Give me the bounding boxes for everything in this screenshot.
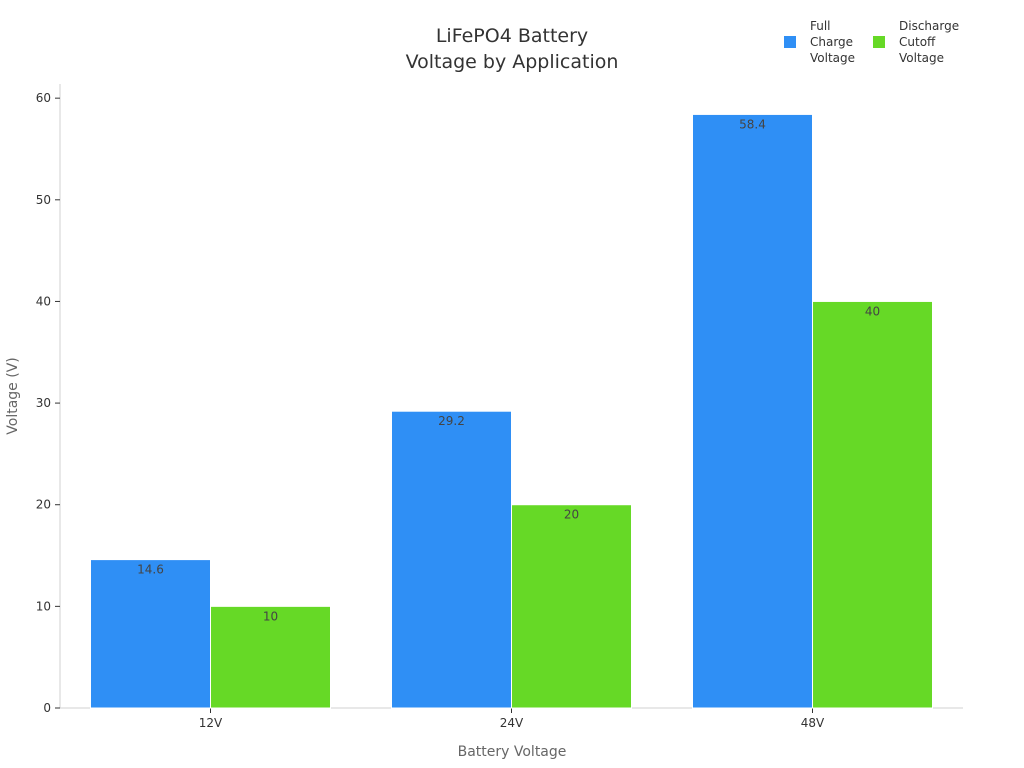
y-axis-title: Voltage (V)	[5, 357, 21, 434]
y-tick-label: 60	[36, 91, 51, 105]
legend-swatch	[784, 36, 796, 48]
chart-title-line-2: Voltage by Application	[406, 51, 619, 73]
legend-item: Full Charge Voltage	[784, 19, 855, 65]
legend-label: Discharge	[899, 19, 959, 33]
legend-swatch	[873, 36, 885, 48]
bar	[511, 504, 632, 709]
x-axis: 12V 24V 48V	[60, 707, 963, 730]
y-tick-label: 10	[36, 599, 51, 613]
bar	[692, 113, 813, 709]
legend-label: Full	[810, 19, 831, 33]
bar	[391, 410, 512, 709]
x-tick-label: 48V	[801, 716, 825, 730]
x-tick-label: 24V	[500, 716, 524, 730]
legend: Full Charge Voltage Discharge Cutoff Voltage	[784, 19, 959, 65]
y-tick-label: 40	[36, 294, 51, 308]
y-axis: 0 10 20 30 40 50 60	[36, 84, 61, 715]
bars	[90, 113, 933, 709]
legend-label: Voltage	[810, 51, 855, 65]
y-tick-label: 30	[36, 396, 51, 410]
y-tick-label: 20	[36, 498, 51, 512]
bar	[210, 605, 331, 709]
data-label: 20	[564, 508, 579, 522]
bar	[90, 559, 211, 709]
x-axis-title: Battery Voltage	[458, 744, 567, 760]
data-labels: 14.6 10 29.2 20 58.4 40	[137, 117, 880, 623]
y-tick-label: 50	[36, 193, 51, 207]
chart-title: LiFePO4 Battery Voltage by Application	[406, 25, 619, 73]
data-label: 40	[865, 304, 880, 318]
data-label: 58.4	[739, 117, 766, 131]
legend-label: Charge	[810, 35, 853, 49]
legend-label: Voltage	[899, 51, 944, 65]
bar	[812, 300, 933, 709]
data-label: 10	[263, 609, 278, 623]
legend-label: Cutoff	[899, 35, 936, 49]
x-tick-label: 12V	[199, 716, 223, 730]
y-tick-label: 0	[43, 701, 51, 715]
chart-title-line-1: LiFePO4 Battery	[436, 25, 588, 47]
data-label: 29.2	[438, 414, 465, 428]
data-label: 14.6	[137, 563, 164, 577]
legend-item: Discharge Cutoff Voltage	[873, 19, 959, 65]
